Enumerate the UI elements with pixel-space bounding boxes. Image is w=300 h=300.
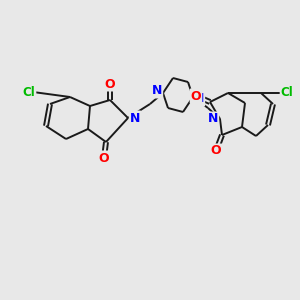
Text: N: N: [130, 112, 140, 124]
Text: Cl: Cl: [280, 86, 293, 100]
Text: N: N: [208, 112, 218, 125]
Text: O: O: [105, 77, 115, 91]
Text: O: O: [211, 145, 221, 158]
Text: O: O: [191, 89, 201, 103]
Text: N: N: [194, 92, 204, 106]
Text: Cl: Cl: [22, 85, 35, 98]
Text: O: O: [99, 152, 109, 164]
Text: N: N: [152, 85, 162, 98]
